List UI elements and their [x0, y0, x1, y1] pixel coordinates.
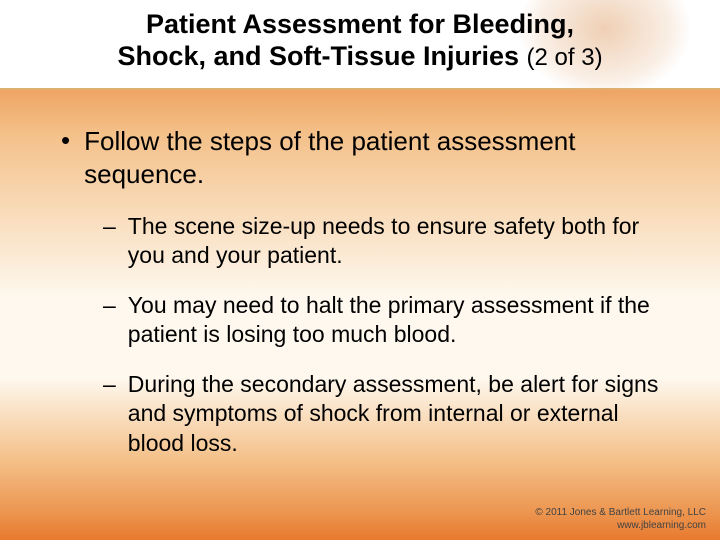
sub-bullet-list: – The scene size-up needs to ensure safe… [103, 212, 665, 458]
main-bullet-text: Follow the steps of the patient assessme… [84, 125, 665, 190]
bullet-dash-icon: – [103, 212, 116, 241]
title-pager: (2 of 3) [527, 44, 603, 71]
slide-footer: © 2011 Jones & Bartlett Learning, LLC ww… [535, 507, 706, 532]
slide-body: • Follow the steps of the patient assess… [55, 125, 665, 478]
sub-bullet-text: The scene size-up needs to ensure safety… [128, 212, 665, 271]
sub-bullet-text: During the secondary assessment, be aler… [128, 370, 665, 458]
sub-bullet: – During the secondary assessment, be al… [103, 370, 665, 458]
title-line-1: Patient Assessment for Bleeding, [60, 8, 660, 40]
slide: Patient Assessment for Bleeding, Shock, … [0, 0, 720, 540]
sub-bullet: – The scene size-up needs to ensure safe… [103, 212, 665, 271]
sub-bullet: – You may need to halt the primary asses… [103, 291, 665, 350]
title-line-2-text: Shock, and Soft-Tissue Injuries [117, 41, 526, 71]
bullet-dash-icon: – [103, 291, 116, 320]
main-bullet: • Follow the steps of the patient assess… [55, 125, 665, 190]
slide-title: Patient Assessment for Bleeding, Shock, … [60, 8, 660, 74]
title-line-2: Shock, and Soft-Tissue Injuries (2 of 3) [60, 40, 660, 74]
sub-bullet-text: You may need to halt the primary assessm… [128, 291, 665, 350]
bullet-dot-icon: • [61, 125, 70, 156]
footer-url: www.jblearning.com [535, 520, 706, 533]
copyright-text: © 2011 Jones & Bartlett Learning, LLC [535, 507, 706, 520]
bullet-dash-icon: – [103, 370, 116, 399]
